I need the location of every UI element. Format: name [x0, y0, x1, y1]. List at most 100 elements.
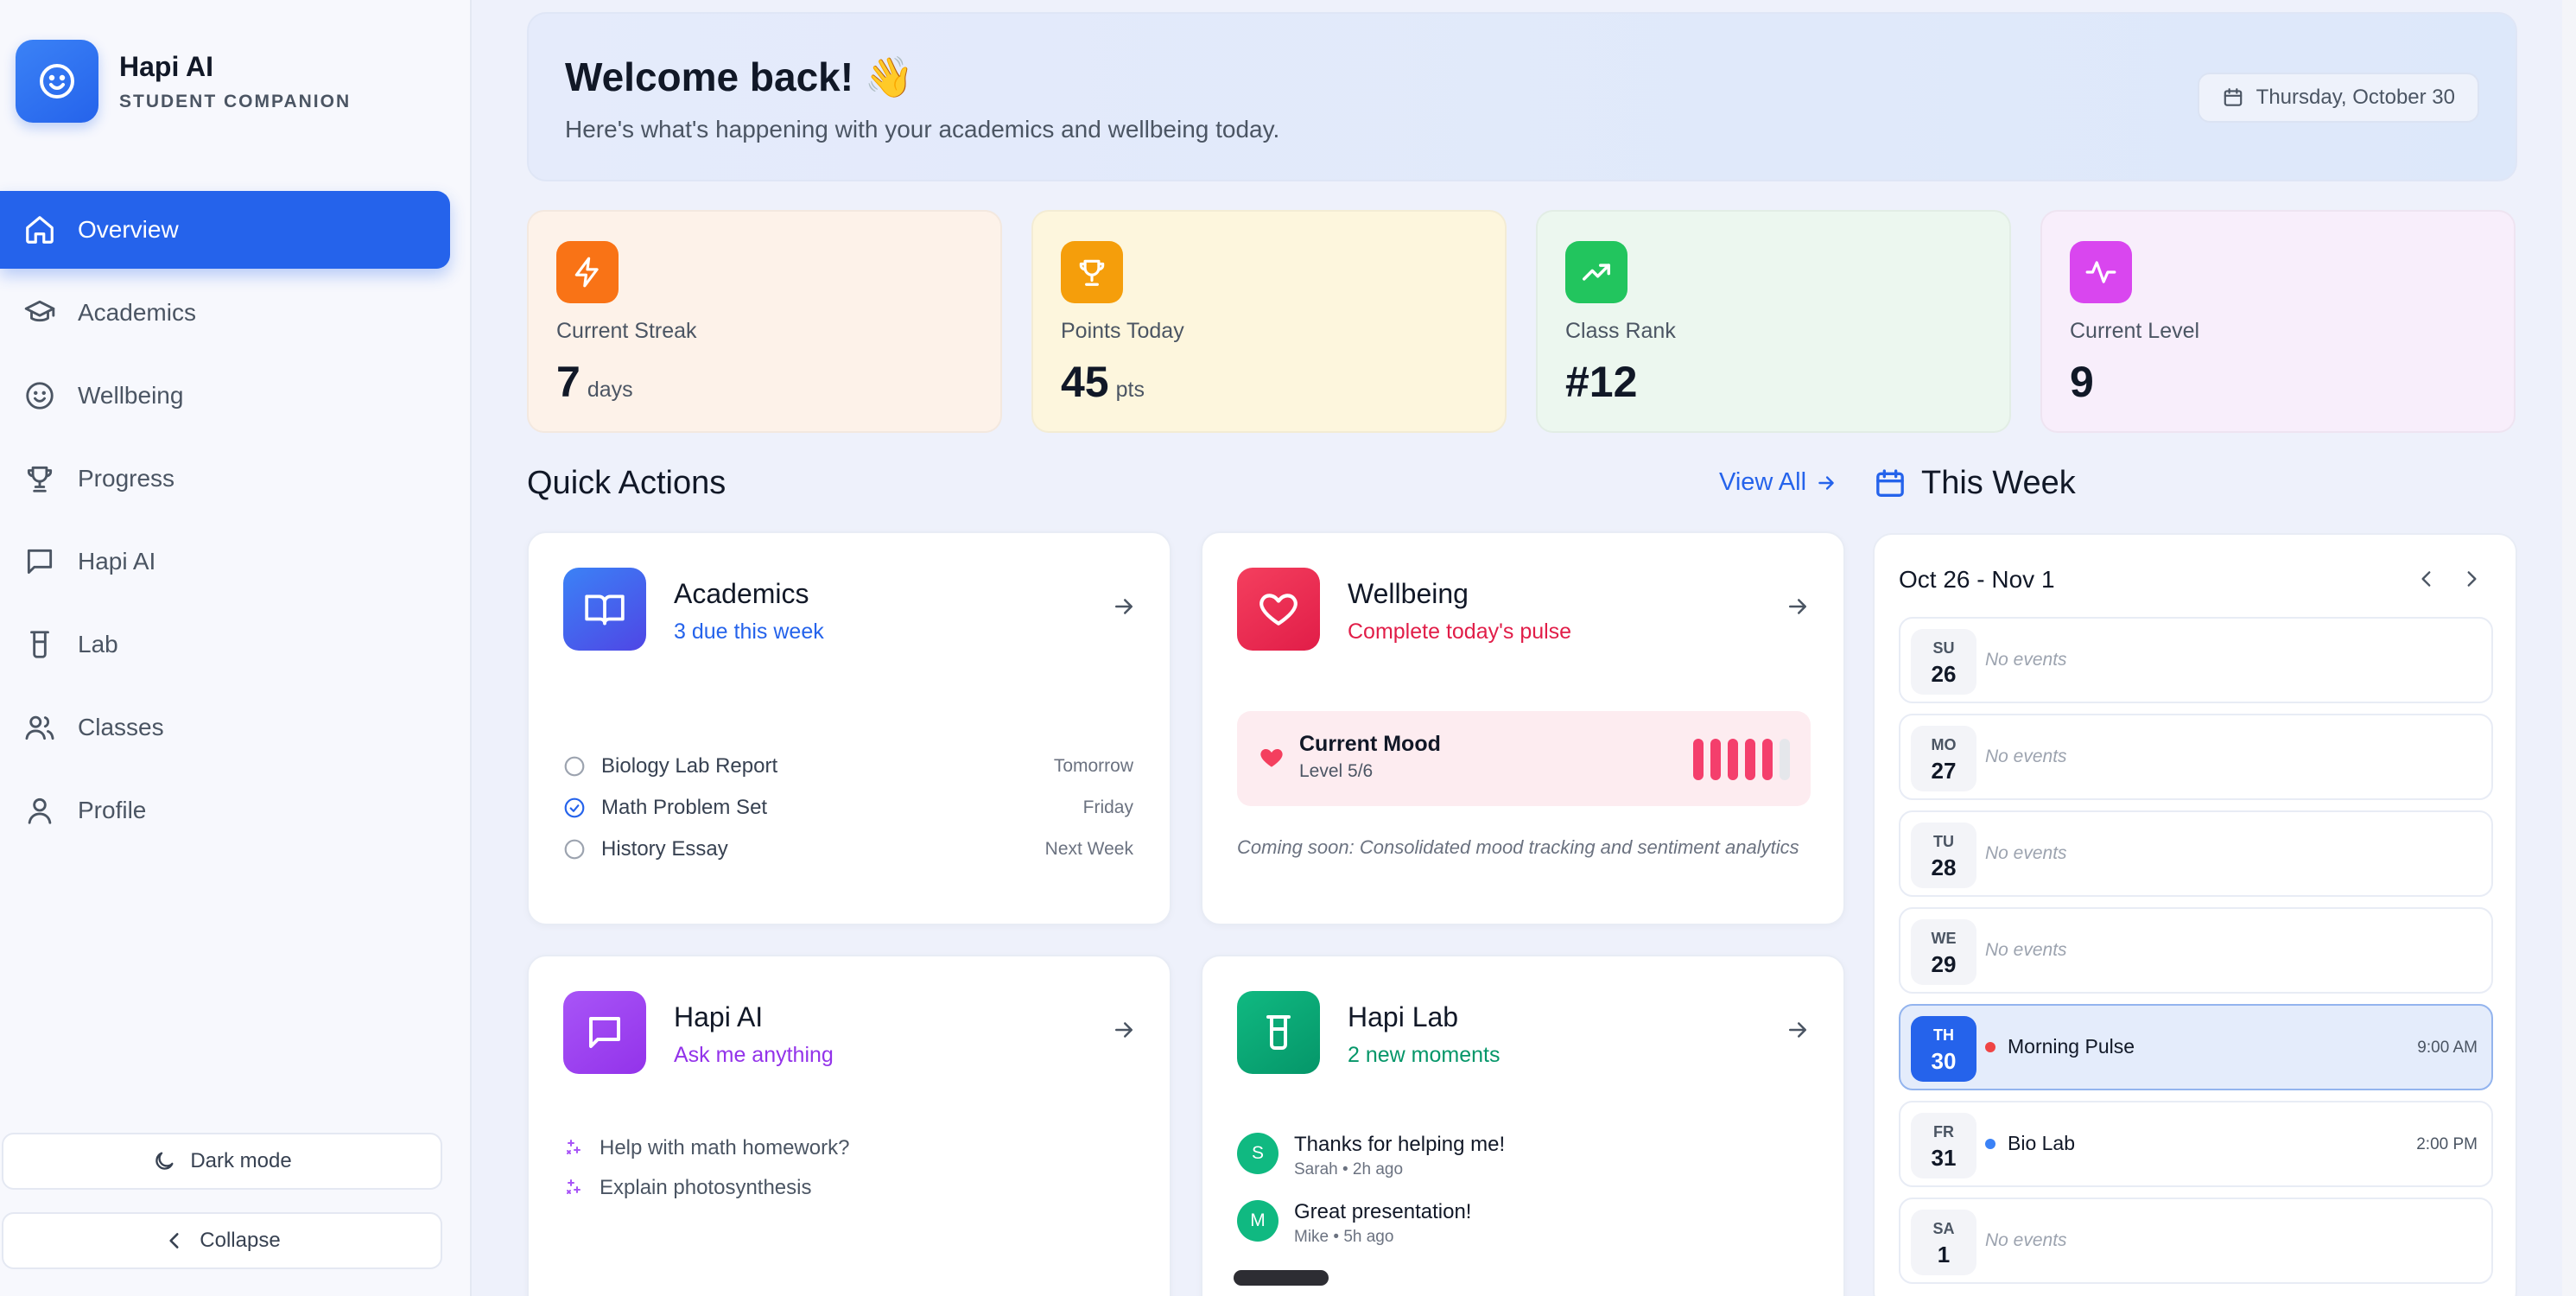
arrow-right-icon[interactable] — [1785, 594, 1811, 619]
arrow-right-icon[interactable] — [1111, 594, 1137, 619]
current-mood-panel[interactable]: Current Mood Level 5/6 — [1237, 711, 1811, 806]
stat-number: #12 — [1565, 358, 1638, 406]
trophy-icon — [22, 461, 57, 496]
calendar-day[interactable]: SU 26 No events — [1899, 617, 2493, 703]
task-item[interactable]: Math Problem Set Friday — [563, 791, 1133, 825]
no-events-label: No events — [1985, 1230, 2067, 1250]
task-due: Next Week — [1044, 839, 1133, 859]
moon-icon — [155, 1152, 174, 1170]
dark-mode-button[interactable]: Dark mode — [2, 1133, 442, 1190]
day-of-week: MO — [1931, 736, 1957, 753]
activity-icon — [2070, 241, 2132, 303]
avatar: S — [1237, 1133, 1278, 1174]
event-time: 9:00 AM — [2417, 1039, 2478, 1057]
circle-icon[interactable] — [563, 838, 586, 861]
card-title: Wellbeing — [1348, 578, 1469, 609]
mood-level-bar — [1780, 739, 1790, 780]
collapse-button[interactable]: Collapse — [2, 1212, 442, 1269]
stat-label: Points Today — [1061, 319, 1184, 343]
welcome-subtitle: Here's what's happening with your academ… — [565, 116, 1280, 143]
sidebar-item-overview[interactable]: Overview — [0, 191, 450, 269]
card-title: Hapi Lab — [1348, 1001, 1459, 1032]
task-name: Math Problem Set — [601, 796, 768, 819]
day-badge: SA 1 — [1911, 1210, 1976, 1275]
sidebar-item-academics[interactable]: Academics — [0, 274, 450, 352]
hapi-lab-card[interactable]: Hapi Lab 2 new moments S Thanks for help… — [1201, 955, 1845, 1296]
prompt-suggestion[interactable]: Help with math homework? — [563, 1136, 849, 1160]
check-circle-icon[interactable] — [563, 797, 586, 819]
day-badge: TU 28 — [1911, 823, 1976, 888]
arrow-right-icon — [1818, 475, 1834, 490]
avatar: M — [1237, 1200, 1278, 1242]
sidebar-item-profile[interactable]: Profile — [0, 772, 450, 849]
circle-icon[interactable] — [563, 755, 586, 778]
sidebar-item-classes[interactable]: Classes — [0, 689, 450, 766]
arrow-right-icon[interactable] — [1111, 1017, 1137, 1043]
sidebar-item-label: Academics — [78, 299, 196, 326]
day-date: 27 — [1931, 758, 1957, 784]
view-all-link[interactable]: View All — [1719, 468, 1837, 497]
user-icon — [22, 793, 57, 828]
book-open-icon — [563, 568, 646, 651]
card-subtitle: Complete today's pulse — [1348, 619, 1572, 644]
day-date: 28 — [1931, 854, 1957, 880]
beaker-icon — [22, 627, 57, 662]
day-date: 31 — [1931, 1145, 1957, 1171]
lab-moment[interactable]: S Thanks for helping me! Sarah • 2h ago — [1237, 1133, 1505, 1179]
academics-card[interactable]: Academics 3 due this week Biology Lab Re… — [527, 531, 1171, 925]
week-calendar: Oct 26 - Nov 1 SU 26 No events MO 27 No ev… — [1873, 533, 2517, 1296]
scroll-indicator[interactable] — [1234, 1270, 1329, 1286]
task-due: Tomorrow — [1053, 756, 1133, 776]
sparkle-icon — [567, 1140, 581, 1154]
calendar-event[interactable]: Morning Pulse — [1985, 1035, 2135, 1058]
calendar-day-today[interactable]: TH 30 Morning Pulse 9:00 AM — [1899, 1004, 2493, 1090]
graduation-cap-icon — [22, 295, 57, 330]
sidebar-item-wellbeing[interactable]: Wellbeing — [0, 357, 450, 435]
calendar-day[interactable]: WE 29 No events — [1899, 907, 2493, 994]
calendar-day[interactable]: FR 31 Bio Lab 2:00 PM — [1899, 1101, 2493, 1187]
sidebar-item-progress[interactable]: Progress — [0, 440, 450, 518]
day-date: 26 — [1931, 661, 1957, 687]
chevron-left-icon[interactable] — [2415, 568, 2438, 590]
task-due: Friday — [1082, 797, 1133, 817]
card-title: Hapi AI — [674, 1001, 764, 1032]
sidebar-item-label: Progress — [78, 465, 175, 492]
wellbeing-card[interactable]: Wellbeing Complete today's pulse Current… — [1201, 531, 1845, 925]
sidebar-item-lab[interactable]: Lab — [0, 606, 450, 683]
week-header: This Week — [1873, 465, 2076, 502]
calendar-event[interactable]: Bio Lab — [1985, 1132, 2075, 1155]
event-dot — [1985, 1138, 1995, 1149]
brand-title: Hapi AI — [119, 50, 214, 82]
task-item[interactable]: Biology Lab Report Tomorrow — [563, 749, 1133, 784]
task-item[interactable]: History Essay Next Week — [563, 832, 1133, 867]
lab-moment[interactable]: M Great presentation! Mike • 5h ago — [1237, 1200, 1471, 1247]
mood-level-bar — [1710, 739, 1721, 780]
calendar-day[interactable]: MO 27 No events — [1899, 714, 2493, 800]
scrollbar[interactable] — [2562, 0, 2576, 1296]
stat-value: #12 — [1565, 357, 1637, 407]
sidebar-item-hapi-ai[interactable]: Hapi AI — [0, 523, 450, 600]
prompt-suggestion[interactable]: Explain photosynthesis — [563, 1176, 811, 1200]
brand-subtitle: STUDENT COMPANION — [119, 91, 352, 111]
stat-unit: pts — [1115, 378, 1145, 402]
moment-text: Thanks for helping me! — [1294, 1133, 1506, 1156]
message-icon — [22, 544, 57, 579]
no-events-label: No events — [1985, 843, 2067, 863]
sidebar-item-label: Profile — [78, 797, 147, 823]
day-date: 29 — [1931, 951, 1957, 977]
hapi-ai-card[interactable]: Hapi AI Ask me anything Help with math h… — [527, 955, 1171, 1296]
week-range: Oct 26 - Nov 1 — [1899, 566, 2055, 593]
calendar-day[interactable]: TU 28 No events — [1899, 810, 2493, 897]
calendar-day[interactable]: SA 1 No events — [1899, 1198, 2493, 1284]
day-badge: SU 26 — [1911, 629, 1976, 695]
day-of-week: TU — [1933, 833, 1954, 850]
mood-level: Level 5/6 — [1299, 761, 1374, 781]
stat-value: 9 — [2070, 357, 2094, 407]
stat-label: Current Streak — [556, 319, 697, 343]
arrow-right-icon[interactable] — [1785, 1017, 1811, 1043]
day-of-week: WE — [1931, 930, 1957, 947]
moment-meta: Sarah • 2h ago — [1294, 1160, 1404, 1178]
sidebar-item-label: Hapi AI — [78, 548, 156, 575]
event-title: Morning Pulse — [2008, 1035, 2135, 1058]
chevron-right-icon[interactable] — [2460, 568, 2483, 590]
